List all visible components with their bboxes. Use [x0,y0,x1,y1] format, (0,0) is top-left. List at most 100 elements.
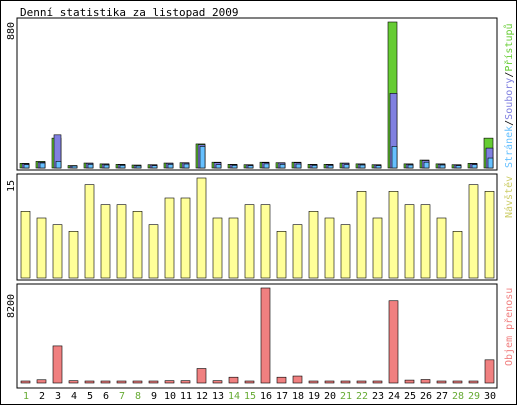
bytes-bar-day-21 [340,380,351,384]
pages-bar-day-26 [423,161,430,169]
x-tick-label-day-1: 1 [23,391,29,402]
x-tick-label-day-28: 28 [452,391,464,402]
x-tick-label-day-18: 18 [292,391,304,402]
visits-bar-day-18 [292,224,303,279]
visits-bar-day-29 [468,184,479,279]
visits-bar-day-4 [68,231,79,279]
bytes-bar-day-5 [84,380,95,384]
x-tick-label-day-4: 4 [71,391,77,402]
x-tick-label-day-20: 20 [324,391,336,402]
x-tick-label-day-19: 19 [308,391,320,402]
top-legend: Stránek/Soubory/Přístupů [503,23,515,168]
pages-bar-day-19 [311,165,318,169]
visits-bar-day-7 [116,204,127,279]
pages-bar-day-24 [391,146,398,169]
bytes-bar-day-30 [484,359,495,384]
bytes-bar-day-3 [52,345,63,384]
visits-bar-day-23 [372,217,383,279]
top-panel-frame [16,17,498,171]
legend-files: Soubory [504,78,515,120]
x-tick-label-day-22: 22 [356,391,368,402]
legend-separator-2: / [504,72,515,78]
middle-ymax-label: 15 [6,180,17,192]
x-tick-label-day-2: 2 [39,391,45,402]
visits-bar-day-25 [404,204,415,279]
visits-bar-day-10 [164,197,175,279]
pages-bar-day-16 [263,163,270,169]
pages-bar-day-6 [103,164,110,169]
visits-bar-day-6 [100,204,111,279]
visits-bar-day-12 [196,177,207,279]
x-axis-day-labels: 1 2 3 4 5 6 7 8 9 10 11 12 13 14 15 16 17 18 19 20 21 22 23 24 2… [23,391,496,402]
visits-bar-day-9 [148,224,159,279]
legend-hits: Přístupů [503,23,515,71]
bytes-bar-day-11 [180,380,191,384]
pages-bar-day-12 [199,146,206,169]
pages-bar-day-9 [151,165,158,169]
visits-bar-day-14 [228,217,239,279]
bytes-bar-day-19 [308,380,319,384]
bytes-bar-day-27 [436,380,447,384]
pages-bar-day-15 [247,165,254,169]
visits-bar-day-27 [436,217,447,279]
middle-legend-visits: Návštěv [503,176,515,218]
bytes-bar-day-22 [356,380,367,384]
visits-bar-day-26 [420,204,431,279]
bytes-bar-day-24 [388,300,399,384]
bytes-bar-day-2 [36,379,47,384]
pages-bar-day-10 [167,164,174,169]
x-tick-label-day-14: 14 [228,391,240,402]
bytes-bar-day-18 [292,375,303,384]
pages-bar-day-7 [119,165,126,169]
x-tick-label-day-23: 23 [372,391,384,402]
bytes-bar-day-12 [196,368,207,384]
visits-bar-day-13 [212,217,223,279]
visits-bar-day-16 [260,204,271,279]
x-tick-label-day-11: 11 [180,391,192,402]
bytes-bar-day-23 [372,380,383,384]
visits-bar-day-21 [340,224,351,279]
x-tick-label-day-15: 15 [244,391,256,402]
bytes-bar-day-10 [164,380,175,384]
visits-bar-day-22 [356,191,367,279]
pages-bar-day-4 [71,165,78,169]
bytes-bar-day-15 [244,380,255,384]
bytes-bar-day-1 [20,380,31,384]
x-tick-label-day-26: 26 [420,391,432,402]
pages-bar-day-23 [375,165,382,169]
pages-bar-day-29 [471,164,478,169]
x-tick-label-day-10: 10 [164,391,176,402]
x-tick-label-day-9: 9 [151,391,157,402]
visits-bar-day-17 [276,231,287,279]
bytes-bar-day-28 [452,380,463,384]
visits-bar-day-30 [484,191,495,279]
pages-bar-day-11 [183,163,190,169]
visits-bar-day-1 [20,211,31,279]
pages-bar-day-21 [343,164,350,169]
bottom-legend-bytes: Objem přenosu [503,288,515,366]
middle-panel-frame [16,173,498,281]
x-tick-label-day-17: 17 [276,391,288,402]
x-tick-label-day-5: 5 [87,391,93,402]
top-panel-bars [19,21,494,169]
x-tick-label-day-6: 6 [103,391,109,402]
pages-bar-day-8 [135,165,142,169]
bytes-bar-day-6 [100,380,111,384]
visits-bar-day-15 [244,204,255,279]
chart-title: Denní statistika za listopad 2009 [20,6,239,19]
x-tick-label-day-7: 7 [119,391,125,402]
x-tick-label-day-21: 21 [340,391,352,402]
pages-bar-day-13 [215,164,222,169]
middle-panel-bars [20,177,495,279]
pages-bar-day-30 [487,157,494,169]
x-tick-label-day-25: 25 [404,391,416,402]
bytes-bar-day-17 [276,376,287,384]
bytes-bar-day-7 [116,380,127,384]
bytes-bar-day-26 [420,379,431,384]
bytes-bar-day-9 [148,380,159,384]
pages-bar-day-1 [23,164,30,169]
top-ymax-label: 880 [6,22,17,40]
visits-bar-day-8 [132,211,143,279]
pages-bar-day-18 [295,163,302,169]
visits-bar-day-5 [84,184,95,279]
